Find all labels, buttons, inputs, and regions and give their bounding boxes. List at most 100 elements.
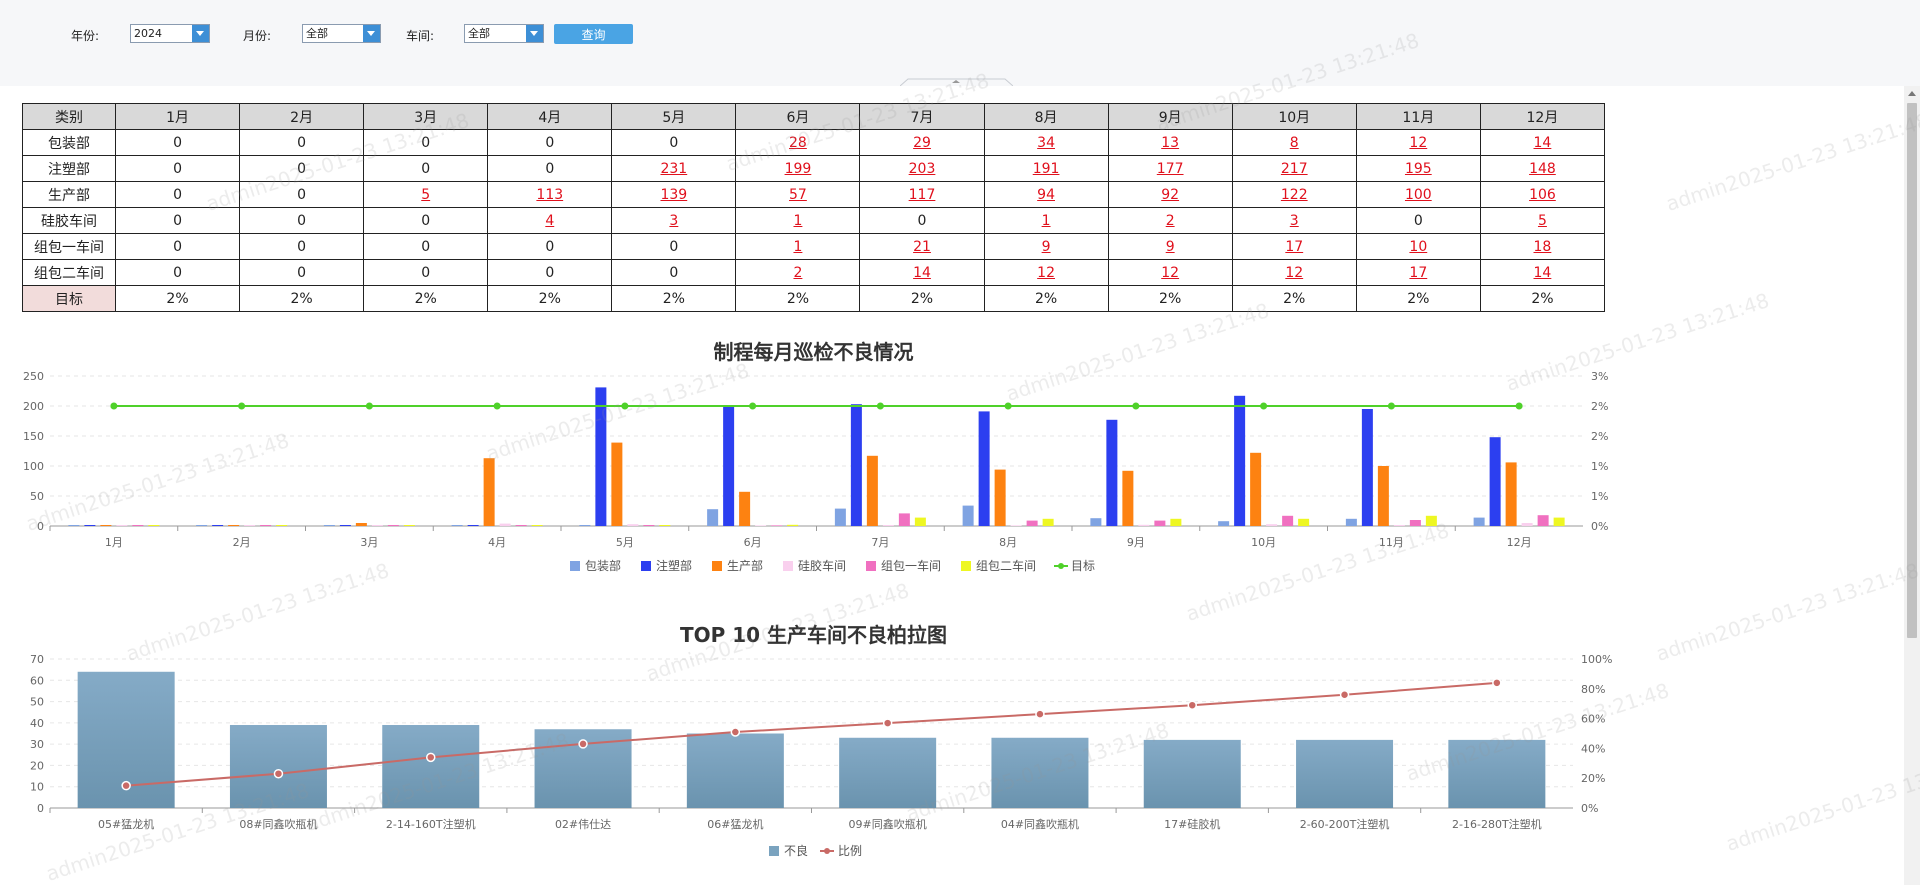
- bar-注塑部: [1489, 437, 1501, 526]
- defect-count-link[interactable]: 148: [1529, 160, 1556, 177]
- table-row: 组包二车间 0 0 0 0 0 2 14 12 12 12 17 14: [22, 259, 1606, 286]
- chevron-down-icon[interactable]: [192, 25, 209, 42]
- row-category: 目标: [22, 285, 116, 312]
- query-button[interactable]: 查询: [554, 24, 633, 44]
- defect-count-link[interactable]: 177: [1156, 160, 1184, 177]
- target-cell: 2%: [1231, 285, 1357, 312]
- y2-axis-tick-label: 20%: [1581, 772, 1605, 785]
- workshop-select[interactable]: 全部: [464, 24, 544, 43]
- table-cell: 0: [114, 155, 241, 182]
- defect-count-link[interactable]: 4: [545, 212, 555, 229]
- defect-count-link[interactable]: 9: [1165, 238, 1175, 255]
- x-axis-tick-label: 3月: [360, 536, 378, 549]
- table-cell: 0: [114, 129, 241, 156]
- defect-count-link[interactable]: 199: [784, 160, 812, 177]
- bar-组包二车间: [531, 525, 543, 526]
- row-category: 组包一车间: [22, 233, 116, 260]
- ratio-point: [578, 739, 588, 749]
- year-select[interactable]: 2024: [130, 24, 210, 43]
- defect-count-link[interactable]: 1: [793, 238, 803, 255]
- defect-count-link[interactable]: 14: [1533, 134, 1552, 151]
- defect-count-link[interactable]: 3: [1289, 212, 1299, 229]
- defect-count-link[interactable]: 191: [1032, 160, 1060, 177]
- defect-count-link[interactable]: 21: [913, 238, 931, 255]
- scrollbar-thumb[interactable]: [1907, 103, 1917, 638]
- scroll-up-icon[interactable]: [1908, 91, 1916, 96]
- month-select[interactable]: 全部: [302, 24, 381, 43]
- defect-count-link[interactable]: 231: [660, 160, 688, 177]
- defect-count-link[interactable]: 14: [1533, 264, 1552, 281]
- defect-count-link[interactable]: 122: [1280, 186, 1308, 203]
- defect-count-link[interactable]: 195: [1404, 160, 1432, 177]
- defect-count-link[interactable]: 5: [1537, 212, 1547, 229]
- column-header-month: 3月: [363, 103, 489, 130]
- defect-count-link[interactable]: 17: [1285, 238, 1304, 255]
- defect-count-link[interactable]: 14: [913, 264, 931, 281]
- target-row: 目标 2% 2% 2% 2% 2% 2% 2% 2% 2% 2% 2% 2%: [22, 285, 1606, 312]
- defect-count-link[interactable]: 34: [1037, 134, 1055, 151]
- defect-count-link[interactable]: 29: [913, 134, 931, 151]
- defect-count-link[interactable]: 1: [793, 212, 803, 229]
- defect-count-link[interactable]: 217: [1280, 160, 1308, 177]
- target-point: [1515, 402, 1523, 410]
- column-header-month: 5月: [611, 103, 737, 130]
- defect-count-link[interactable]: 13: [1161, 134, 1180, 151]
- defect-count-link[interactable]: 100: [1404, 186, 1432, 203]
- defect-count-link[interactable]: 2: [793, 264, 803, 281]
- chevron-up-icon: [952, 80, 960, 83]
- defect-count-link[interactable]: 117: [908, 186, 936, 203]
- defect-count-link[interactable]: 18: [1533, 238, 1552, 255]
- defect-count-link[interactable]: 28: [789, 134, 807, 151]
- bar-包装部: [68, 525, 80, 526]
- table-cell: 9: [1107, 233, 1233, 260]
- x-axis-tick-label: 02#伟仕达: [555, 818, 611, 831]
- defect-count-link[interactable]: 10: [1409, 238, 1428, 255]
- collapse-panel-handle[interactable]: [900, 78, 1013, 86]
- defect-count-link[interactable]: 106: [1529, 186, 1556, 203]
- defect-count-link[interactable]: 17: [1409, 264, 1428, 281]
- y2-axis-tick-label: 0%: [1581, 802, 1598, 815]
- bar-包装部: [579, 525, 591, 526]
- table-cell: 12: [983, 259, 1109, 286]
- vertical-scrollbar[interactable]: [1904, 86, 1920, 885]
- defect-count-link[interactable]: 57: [789, 186, 807, 203]
- table-cell: 217: [1231, 155, 1357, 182]
- defect-count-link[interactable]: 94: [1037, 186, 1055, 203]
- month-label: 月份:: [243, 29, 272, 43]
- bar-包装部: [451, 525, 463, 526]
- defect-count-link[interactable]: 12: [1285, 264, 1304, 281]
- defect-count-link[interactable]: 12: [1409, 134, 1428, 151]
- defect-count-link[interactable]: 139: [660, 186, 688, 203]
- y2-axis-tick-label: 80%: [1581, 683, 1605, 696]
- watermark-text: admin2025-01-23 13:21:48: [1663, 108, 1920, 216]
- legend-swatch: [1058, 563, 1064, 569]
- defect-count-link[interactable]: 8: [1289, 134, 1299, 151]
- defect-count-link[interactable]: 12: [1037, 264, 1055, 281]
- y-axis-tick-label: 10: [30, 781, 44, 794]
- defect-count-link[interactable]: 9: [1041, 238, 1051, 255]
- defect-count-link[interactable]: 2: [1165, 212, 1175, 229]
- y2-axis-tick-label: 40%: [1581, 742, 1605, 755]
- chevron-down-icon[interactable]: [363, 25, 380, 42]
- defect-count-link[interactable]: 12: [1161, 264, 1180, 281]
- defect-count-link[interactable]: 113: [536, 186, 564, 203]
- table-cell: 0: [363, 129, 489, 156]
- table-cell: 0: [487, 259, 613, 286]
- table-cell: 0: [114, 207, 241, 234]
- bar-注塑部: [1361, 409, 1373, 526]
- defect-count-link[interactable]: 203: [908, 160, 936, 177]
- table-cell: 29: [859, 129, 985, 156]
- table-cell: 148: [1479, 155, 1606, 182]
- table-cell: 1: [735, 233, 861, 260]
- bar-包装部: [323, 525, 335, 526]
- defect-count-link[interactable]: 5: [421, 186, 431, 203]
- table-cell: 92: [1107, 181, 1233, 208]
- defect-count-link[interactable]: 92: [1161, 186, 1180, 203]
- defect-count-link[interactable]: 3: [669, 212, 679, 229]
- table-cell: 177: [1107, 155, 1233, 182]
- defect-count-link[interactable]: 1: [1041, 212, 1051, 229]
- bar-硅胶车间: [755, 525, 767, 526]
- table-cell: 3: [611, 207, 737, 234]
- table-cell: 0: [487, 129, 613, 156]
- chevron-down-icon[interactable]: [526, 25, 543, 42]
